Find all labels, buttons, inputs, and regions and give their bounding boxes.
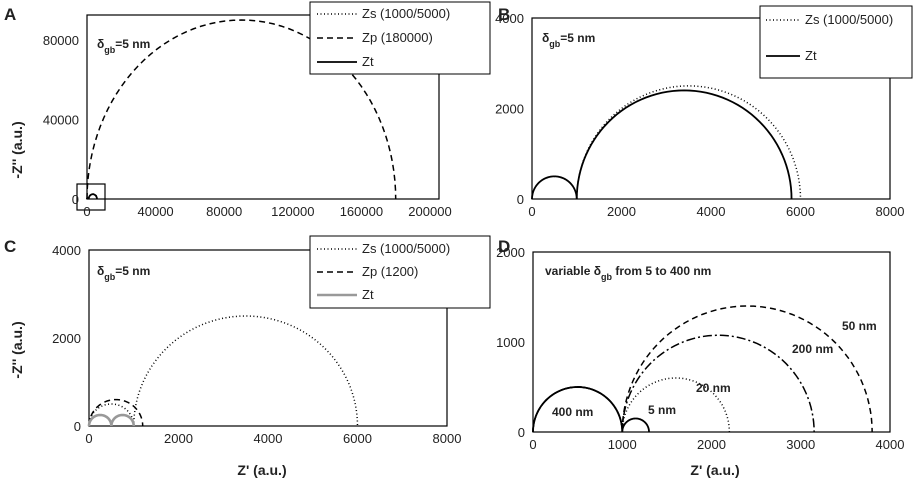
y-tick-label: 0 (72, 192, 79, 207)
x-tick-label: 120000 (271, 204, 314, 219)
x-tick-label: 2000 (697, 437, 726, 452)
y-tick-label: 2000 (52, 331, 81, 346)
series-curve-dotted (133, 315, 359, 427)
y-tick-label: 4000 (495, 11, 524, 26)
tick-labels: 0 40000 80000 120000 160000 200000 0 40000 80000 (43, 33, 452, 219)
x-tick-label: 200000 (408, 204, 451, 219)
x-tick-label: 80000 (206, 204, 242, 219)
curve-label: 20 nm (696, 381, 731, 395)
series-curve-solid (87, 193, 98, 200)
series-curve-dotted (621, 377, 731, 433)
panel-b: B δgb=5 nm 0 2000 4000 6000 8000 0 2000 4000 Zs… (495, 5, 913, 219)
legend-label: Zs (1000/5000) (362, 6, 450, 21)
series-curve-dotted (531, 175, 578, 200)
x-tick-label: 2000 (164, 431, 193, 446)
panel-d: D variable δgb from 5 to 400 nm 0 1000 200… (496, 237, 904, 452)
zoom-inset-box (76, 183, 106, 211)
y-tick-label: 0 (518, 425, 525, 440)
legend-label: Zp (180000) (362, 30, 433, 45)
annotation: δgb=5 nm (97, 264, 150, 282)
curves (86, 19, 397, 200)
x-axis-title: Z' (a.u.) (237, 462, 286, 478)
x-tick-label: 0 (83, 204, 90, 219)
series-curve-dashed (88, 398, 144, 427)
curves (532, 305, 873, 433)
panel-c: C δgb=5 nm 0 2000 4000 6000 8000 0 2000 4000 Zs… (4, 235, 491, 446)
x-tick-label: 0 (529, 437, 536, 452)
legend-label: Zp (1200) (362, 264, 418, 279)
legend-label: Zt (362, 287, 374, 302)
x-tick-label: 8000 (433, 431, 462, 446)
x-tick-label: 6000 (786, 204, 815, 219)
curve-label: 200 nm (792, 342, 833, 356)
x-tick-label: 0 (85, 431, 92, 446)
series-curve-longdash (532, 386, 623, 433)
panel-letter: C (4, 237, 16, 256)
tick-labels: 0 2000 4000 6000 8000 0 2000 4000 (495, 11, 904, 219)
legend: Zs (1000/5000) Zp (180000) Zt (309, 1, 491, 75)
x-axis-title: Z' (a.u.) (690, 462, 739, 478)
annotation: variable δgb from 5 to 400 nm (545, 264, 711, 282)
y-tick-label: 4000 (52, 243, 81, 258)
x-tick-label: 8000 (876, 204, 905, 219)
series-curve-dashed (621, 305, 873, 433)
plot-frame (531, 17, 891, 200)
x-tick-label: 6000 (343, 431, 372, 446)
series-curve-dashed (86, 19, 397, 200)
plot-frame (532, 251, 891, 433)
annotation: δgb=5 nm (97, 37, 150, 55)
x-tick-label: 3000 (786, 437, 815, 452)
series-curve-solid (621, 417, 650, 433)
y-tick-label: 0 (517, 192, 524, 207)
plot-frame (88, 249, 448, 427)
x-tick-label: 4000 (876, 437, 905, 452)
legend: Zs (1000/5000) Zt (759, 5, 913, 79)
curve-label: 5 nm (648, 403, 676, 417)
series-curve-solid (575, 89, 793, 200)
panel-letter: B (498, 5, 510, 24)
series-curve-solid (110, 413, 136, 427)
x-tick-label: 0 (528, 204, 535, 219)
series-curve-solid (531, 175, 578, 200)
y-tick-label: 2000 (495, 102, 524, 117)
y-tick-label: 1000 (496, 335, 525, 350)
x-tick-label: 4000 (697, 204, 726, 219)
curves (531, 85, 802, 200)
legend-label: Zs (1000/5000) (362, 241, 450, 256)
curves (87, 315, 359, 427)
legend-label: Zt (362, 54, 374, 69)
y-axis-title: -Z'' (a.u.) (9, 121, 25, 178)
plot-frame (86, 14, 440, 200)
y-tick-label: 2000 (496, 245, 525, 260)
y-tick-label: 80000 (43, 33, 79, 48)
panel-a: A δgb=5 nm 0 40000 80000 120000 160000 200000… (4, 1, 491, 219)
x-tick-label: 1000 (608, 437, 637, 452)
x-tick-label: 160000 (340, 204, 383, 219)
x-tick-label: 2000 (607, 204, 636, 219)
curve-label: 400 nm (552, 405, 593, 419)
series-curve-solid (87, 413, 113, 427)
tick-labels: 0 2000 4000 6000 8000 0 2000 4000 (52, 243, 461, 446)
series-curve-dotted (576, 85, 802, 200)
annotation: δgb=5 nm (542, 31, 595, 49)
legend-label: Zt (805, 48, 817, 63)
curve-label: 50 nm (842, 319, 877, 333)
tick-labels: 0 1000 2000 3000 4000 0 1000 2000 (496, 245, 904, 452)
panel-letter: D (498, 237, 510, 256)
legend: Zs (1000/5000) Zp (1200) Zt (309, 235, 491, 309)
y-axis-title: -Z'' (a.u.) (9, 321, 25, 378)
y-tick-label: 0 (74, 419, 81, 434)
panel-letter: A (4, 5, 16, 24)
legend-label: Zs (1000/5000) (805, 12, 893, 27)
x-tick-label: 4000 (254, 431, 283, 446)
x-tick-label: 40000 (138, 204, 174, 219)
y-tick-label: 40000 (43, 112, 79, 127)
